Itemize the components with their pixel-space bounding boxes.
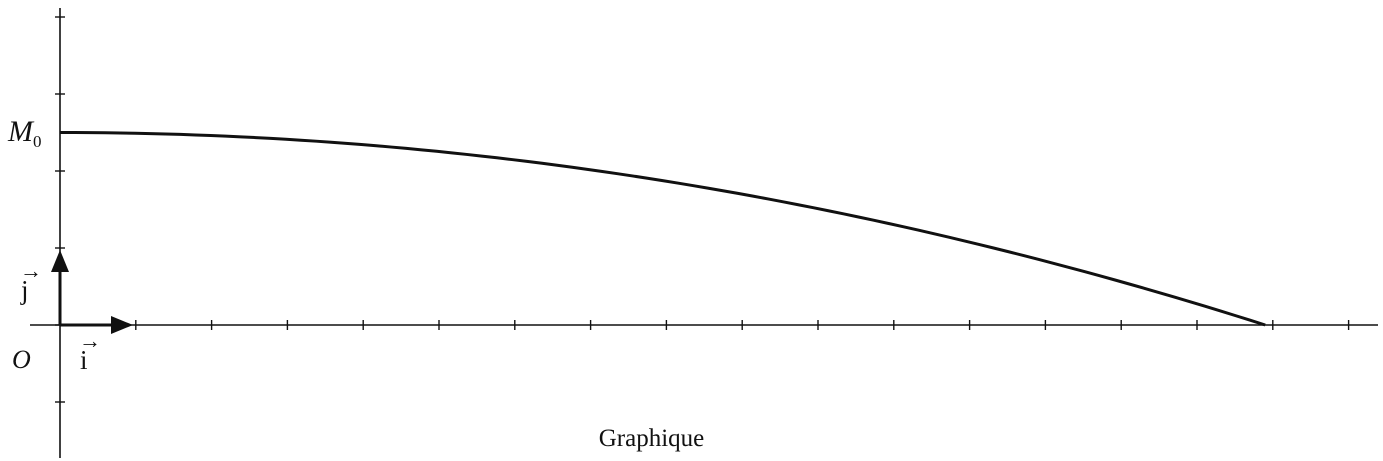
- figure-caption-text: Graphique: [598, 425, 705, 452]
- origin-label: O: [12, 345, 31, 374]
- trajectory-curve: [59, 131, 1266, 327]
- unit-vector-j-label: j: [20, 275, 29, 305]
- x-axis-ticks: [135, 320, 1350, 330]
- unit-vector-j-arrow: →: [20, 258, 42, 283]
- figure-caption: Graphique: [0, 425, 1383, 453]
- unit-vector-i-arrow: →: [79, 328, 101, 353]
- unit-vector-i-arrowhead: [111, 316, 133, 334]
- unit-vector-i-label: i: [80, 345, 88, 375]
- point-label-subscript: 0: [33, 132, 42, 151]
- y-axis-ticks: [55, 16, 65, 403]
- point-label-m0: M0: [7, 115, 42, 151]
- unit-vector-j-arrowhead: [51, 250, 69, 272]
- point-label-m: M: [7, 115, 35, 148]
